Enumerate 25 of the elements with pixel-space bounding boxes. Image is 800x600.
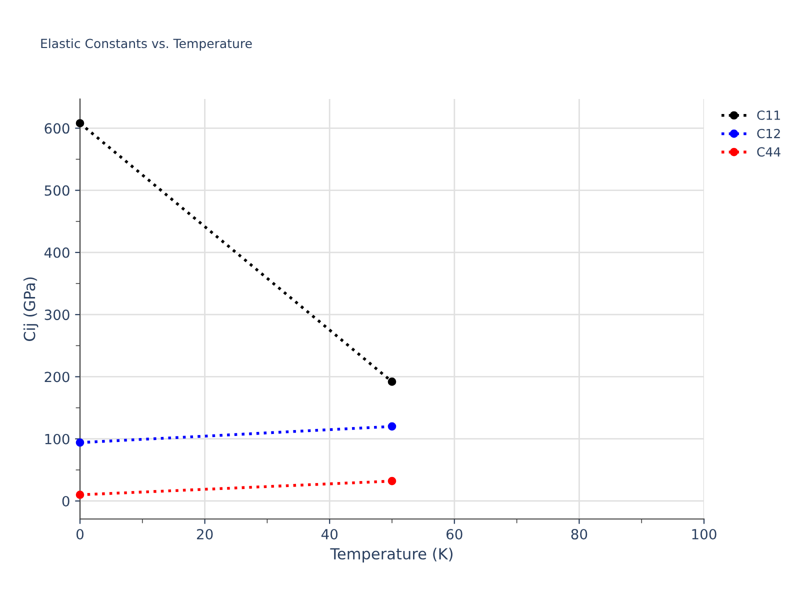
x-tick-label: 80: [571, 528, 588, 540]
y-tick-label: 0: [62, 496, 70, 506]
y-tick-label: 200: [44, 372, 70, 382]
point: [76, 119, 84, 128]
y-tick-label: 500: [44, 185, 70, 196]
y-tick-label: 300: [44, 310, 70, 320]
point: [388, 378, 396, 386]
x-tick-label: 40: [321, 528, 338, 540]
point: [76, 490, 84, 499]
point: [388, 476, 396, 486]
legend-label: C11: [757, 110, 780, 120]
x-tick-label: 20: [196, 528, 213, 540]
point: [388, 422, 396, 431]
x-axis-title: Temperature (K): [330, 548, 452, 563]
legend-label: C12: [757, 128, 780, 138]
x-tick-label: 0: [76, 528, 84, 540]
y-tick-label: 100: [45, 434, 70, 444]
legend-label: C44: [757, 147, 780, 157]
chart-title: Elastic Constants vs. Temperature: [41, 38, 252, 51]
x-tick-label: 60: [446, 528, 462, 540]
y-tick-label: 400: [44, 247, 70, 258]
point: [76, 438, 84, 447]
y-tick-label: 600: [44, 123, 70, 134]
y-axis-title: Cij (GPa): [23, 277, 38, 341]
x-tick-label: 100: [692, 528, 716, 540]
